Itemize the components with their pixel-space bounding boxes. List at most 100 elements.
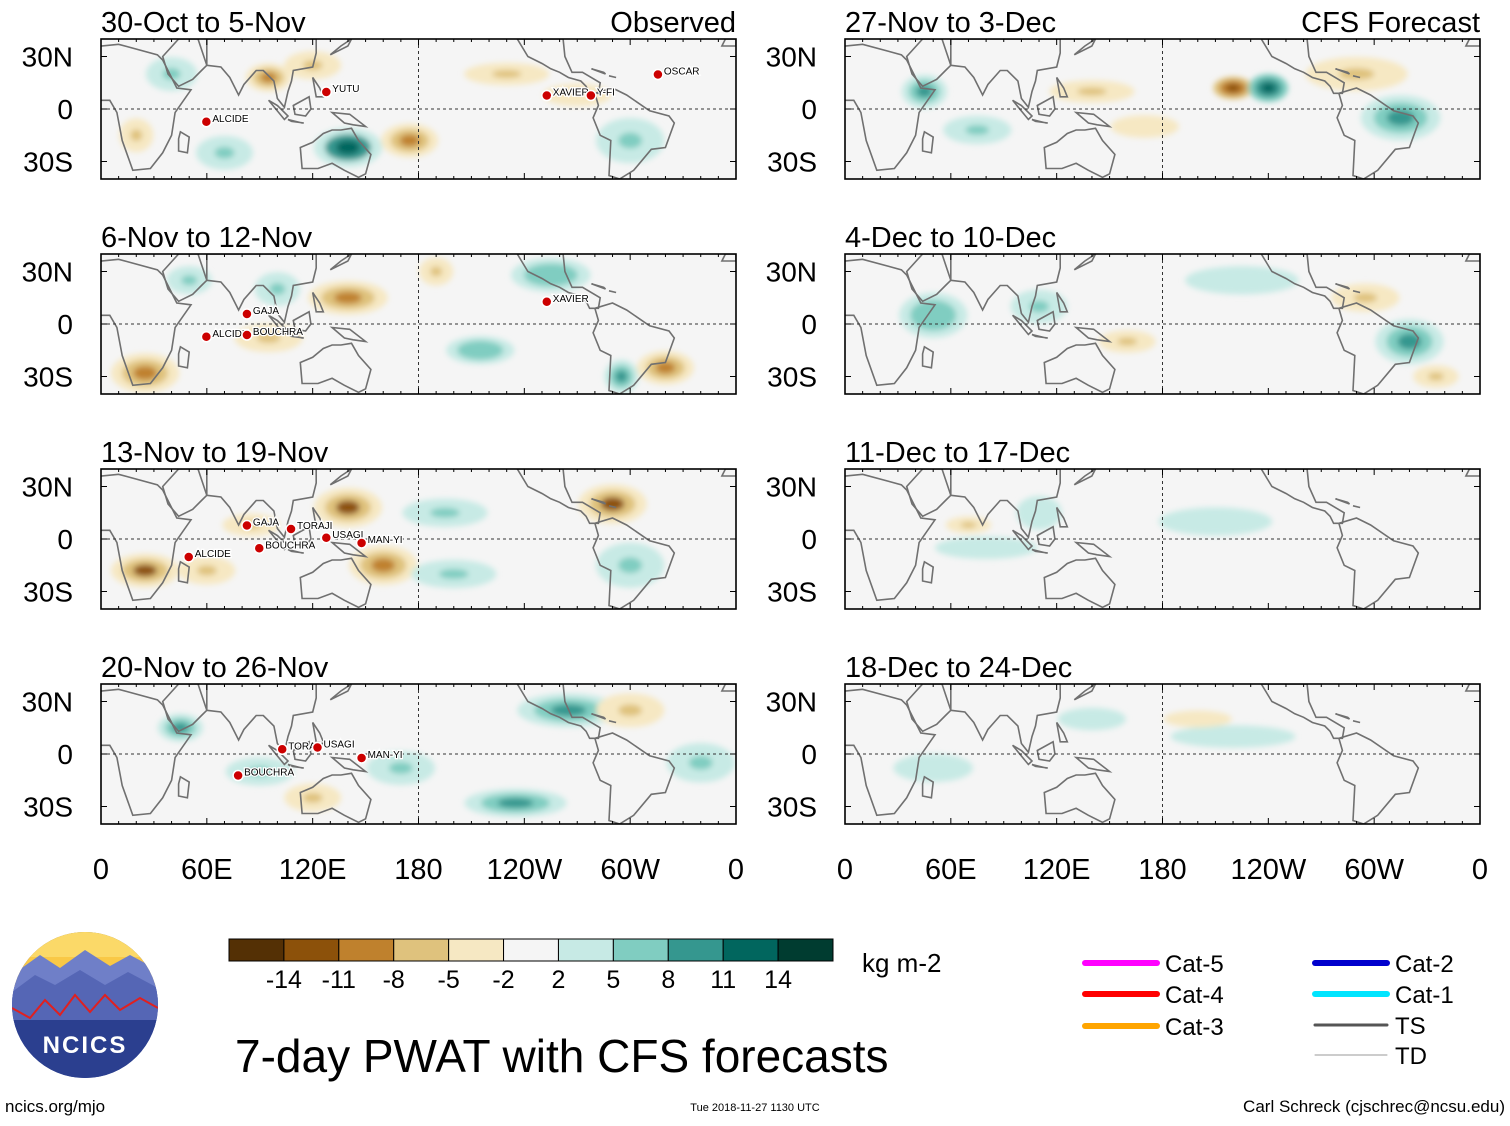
colorbar-swatch — [777, 938, 834, 962]
coastline — [591, 498, 607, 505]
pwat-anomaly-blob — [371, 558, 396, 573]
storm-name-label: BOUCHRA — [265, 540, 315, 551]
lat-tick-label: 0 — [57, 524, 73, 555]
colorbar-tick-label: -8 — [383, 966, 405, 994]
pwat-anomaly-blob — [1195, 516, 1236, 527]
lat-tick-label: 30S — [23, 362, 73, 393]
colorbar-tick-label: 2 — [552, 966, 566, 994]
coastline — [101, 473, 193, 602]
coastline — [329, 39, 353, 56]
pwat-anomaly-blob — [600, 497, 625, 511]
coastline — [101, 688, 193, 817]
colorbar-swatch — [448, 938, 505, 962]
legend-label: TS — [1395, 1013, 1426, 1040]
pwat-anomaly-blob — [336, 500, 360, 515]
coastline — [950, 469, 1061, 540]
coastline — [1031, 548, 1048, 554]
colorbar-units: kg m-2 — [862, 948, 941, 978]
lon-tick-label: 120W — [1230, 854, 1306, 886]
coastlines — [101, 39, 736, 179]
pwat-anomaly-blob — [1338, 68, 1375, 80]
lat-tick-label: 30S — [767, 792, 817, 823]
lat-tick-label: 30N — [22, 257, 73, 288]
website-link[interactable]: ncics.org/mjo — [5, 1097, 105, 1116]
pwat-anomaly-blob — [181, 275, 198, 286]
pwat-anomaly-blob — [133, 564, 157, 577]
coastline — [905, 39, 952, 88]
pwat-anomaly-blob — [919, 763, 948, 773]
coastline — [311, 292, 325, 313]
storm-name-label: OSCAR — [664, 67, 700, 78]
coastline — [1352, 75, 1361, 79]
coastline — [206, 254, 317, 325]
coastline — [1036, 525, 1056, 547]
coastline — [1336, 517, 1420, 609]
pwat-anomaly-blob — [1029, 300, 1049, 313]
coastlines — [845, 254, 1480, 394]
coastlines — [845, 39, 1480, 179]
lat-tick-label: 30S — [23, 792, 73, 823]
lon-tick-label: 60E — [181, 854, 233, 886]
coastlines — [101, 469, 736, 609]
lat-tick-label: 30N — [766, 42, 817, 73]
storm-symbol — [241, 329, 253, 341]
pwat-anomaly-blob — [214, 146, 235, 159]
lat-tick-label: 0 — [801, 94, 817, 125]
coastline — [1055, 77, 1069, 98]
legend-label: Cat-2 — [1395, 951, 1454, 978]
coastline — [1335, 283, 1351, 290]
coastline — [206, 39, 317, 110]
storm-symbol — [311, 741, 324, 754]
colorbar-swatch — [393, 938, 450, 962]
pwat-anomaly-blob — [196, 565, 217, 576]
storm-name-label: USAGI — [323, 740, 354, 751]
coastline — [1260, 254, 1346, 310]
coastline — [329, 684, 353, 701]
storm-symbol — [285, 523, 297, 535]
colorbar-tick-label: -5 — [438, 966, 460, 994]
coastlines — [845, 684, 1480, 824]
colorbar-swatch — [283, 938, 340, 962]
coastline — [608, 75, 617, 79]
coastline — [101, 258, 193, 387]
coastline — [292, 740, 312, 762]
coastline — [1011, 529, 1034, 551]
coastline — [921, 560, 935, 584]
lon-tick-label: 60E — [925, 854, 977, 886]
timestamp: Tue 2018-11-27 1130 UTC — [690, 1102, 819, 1114]
legend-label: Cat-4 — [1165, 982, 1224, 1009]
forecast-header: CFS Forecast — [1301, 7, 1480, 39]
lon-tick-label: 120W — [486, 854, 562, 886]
map-panel: 30N 0 30S 11-Dec to 17-Dec — [766, 437, 1481, 610]
colorbar-tick-label: -11 — [322, 966, 356, 994]
storm-symbol — [652, 68, 664, 81]
pwat-anomaly-blob — [1080, 715, 1104, 723]
coastline — [1336, 302, 1420, 394]
coastline — [299, 342, 372, 394]
colorbar-tick-label: 14 — [764, 966, 792, 994]
storm-symbol — [241, 308, 253, 320]
coastline — [720, 469, 736, 477]
lat-tick-label: 30S — [767, 577, 817, 608]
storm-symbol — [541, 296, 553, 308]
period-label: 13-Nov to 19-Nov — [101, 437, 329, 469]
coastline — [1055, 722, 1069, 743]
coastline — [267, 529, 290, 551]
storm-name-label: ALCIDE — [195, 549, 231, 560]
coastline — [720, 254, 736, 262]
coastline — [516, 39, 602, 95]
period-label: 27-Nov to 3-Dec — [845, 7, 1056, 39]
coastline — [287, 333, 304, 339]
coastline — [592, 302, 676, 394]
storm-symbol — [200, 331, 213, 343]
coastline — [177, 775, 191, 799]
pwat-anomaly-blob — [269, 283, 286, 295]
map-panel: 30N 0 30S 30-Oct to 5-Nov YUTU OSCAR XAVIER Y-F… — [22, 7, 737, 180]
map-panel: 30N 0 30S 27-Nov to 3-Dec — [766, 7, 1481, 180]
storm-name-label: MAN-YI — [368, 750, 403, 761]
storm-symbol — [200, 116, 213, 128]
coastline — [1036, 95, 1056, 117]
storm-category-legend: Cat-5 Cat-4 Cat-3 Cat-2 Cat-1 TS TD — [1082, 951, 1454, 1070]
lon-tick-label: 0 — [728, 854, 744, 886]
